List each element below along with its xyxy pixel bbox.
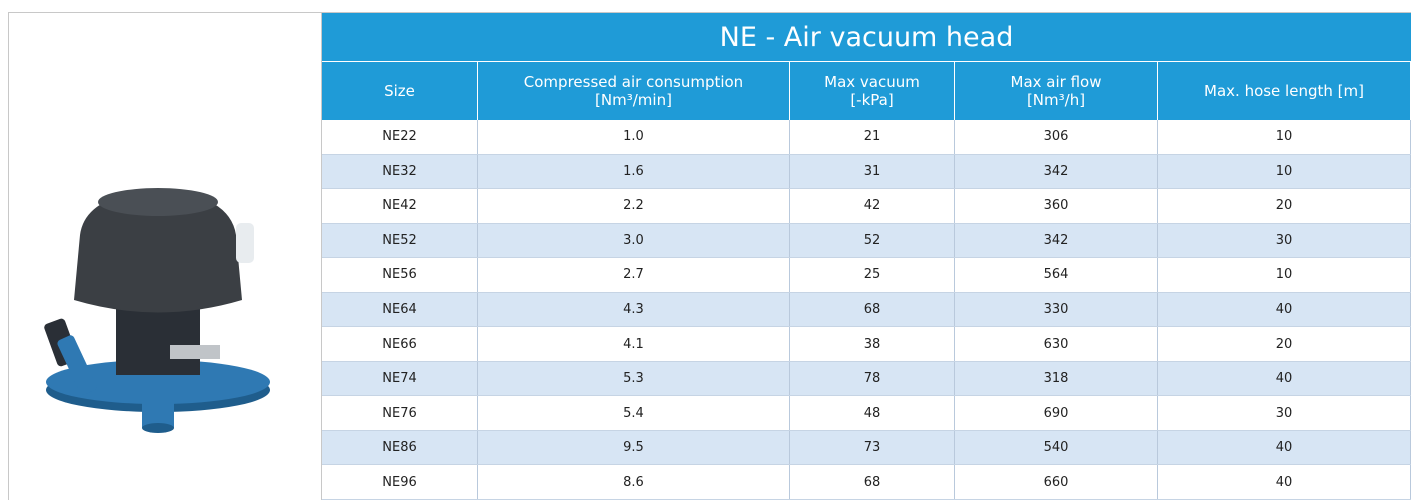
- table-cell: NE22: [322, 120, 478, 154]
- table-cell: 690: [955, 396, 1158, 430]
- table-cell: 342: [955, 155, 1158, 189]
- table-cell: 330: [955, 293, 1158, 327]
- table-cell: NE64: [322, 293, 478, 327]
- table-cell: 1.6: [478, 155, 790, 189]
- table-cell: 10: [1158, 120, 1411, 154]
- table-cell: 52: [790, 224, 955, 258]
- table-title: NE - Air vacuum head: [322, 13, 1411, 62]
- table-cell: 40: [1158, 362, 1411, 396]
- table-cell: 73: [790, 431, 955, 465]
- table-cell: 360: [955, 189, 1158, 223]
- header-line: Max vacuum: [824, 73, 920, 91]
- header-line: Max air flow: [1011, 73, 1102, 91]
- table-cell: 2.2: [478, 189, 790, 223]
- table-cell: 3.0: [478, 224, 790, 258]
- table-cell: NE66: [322, 327, 478, 361]
- table-cell: 68: [790, 465, 955, 499]
- table-cell: 68: [790, 293, 955, 327]
- column-header: Max vacuum[-kPa]: [790, 62, 955, 120]
- table-cell: 40: [1158, 431, 1411, 465]
- table-cell: 5.4: [478, 396, 790, 430]
- frame: NE - Air vacuum head Size Compressed air …: [0, 0, 1411, 500]
- table-cell: NE32: [322, 155, 478, 189]
- product-image: [30, 175, 290, 435]
- table-cell: 42: [790, 189, 955, 223]
- header-line: Compressed air consumption: [524, 73, 743, 91]
- header-line: [-kPa]: [850, 91, 893, 109]
- table-cell: 78: [790, 362, 955, 396]
- page: NE - Air vacuum head Size Compressed air …: [0, 0, 1411, 500]
- table-cell: 9.5: [478, 431, 790, 465]
- table-cell: 30: [1158, 396, 1411, 430]
- column-header: Max air flow[Nm³/h]: [955, 62, 1158, 120]
- table-cell: 2.7: [478, 258, 790, 292]
- table-cell: 306: [955, 120, 1158, 154]
- column-header: Size: [322, 62, 478, 120]
- table-cell: 342: [955, 224, 1158, 258]
- table-cell: NE52: [322, 224, 478, 258]
- table-cell: 40: [1158, 293, 1411, 327]
- table-cell: 20: [1158, 327, 1411, 361]
- table-cell: 30: [1158, 224, 1411, 258]
- table-cell: 38: [790, 327, 955, 361]
- table-cell: NE86: [322, 431, 478, 465]
- column-header: Compressed air consumption[Nm³/min]: [478, 62, 790, 120]
- column-header: Max. hose length [m]: [1158, 62, 1411, 120]
- table-cell: 31: [790, 155, 955, 189]
- table-cell: 318: [955, 362, 1158, 396]
- table-cell: 20: [1158, 189, 1411, 223]
- header-line: Max. hose length [m]: [1204, 82, 1364, 100]
- table-cell: 10: [1158, 155, 1411, 189]
- table-cell: 1.0: [478, 120, 790, 154]
- table-cell: NE74: [322, 362, 478, 396]
- table-cell: NE56: [322, 258, 478, 292]
- table-cell: NE96: [322, 465, 478, 499]
- table-cell: 40: [1158, 465, 1411, 499]
- table-cell: 630: [955, 327, 1158, 361]
- table-cell: 4.1: [478, 327, 790, 361]
- table-cell: 660: [955, 465, 1158, 499]
- table-cell: 564: [955, 258, 1158, 292]
- table-cell: 8.6: [478, 465, 790, 499]
- header-line: [Nm³/h]: [1027, 91, 1085, 109]
- table-cell: 48: [790, 396, 955, 430]
- left-border: [8, 12, 9, 500]
- table-cell: 4.3: [478, 293, 790, 327]
- table-cell: 21: [790, 120, 955, 154]
- table-cell: NE76: [322, 396, 478, 430]
- header-line: Size: [384, 82, 415, 100]
- table-cell: 25: [790, 258, 955, 292]
- table-cell: NE42: [322, 189, 478, 223]
- table-cell: 5.3: [478, 362, 790, 396]
- table-cell: 10: [1158, 258, 1411, 292]
- header-line: [Nm³/min]: [595, 91, 672, 109]
- table-cell: 540: [955, 431, 1158, 465]
